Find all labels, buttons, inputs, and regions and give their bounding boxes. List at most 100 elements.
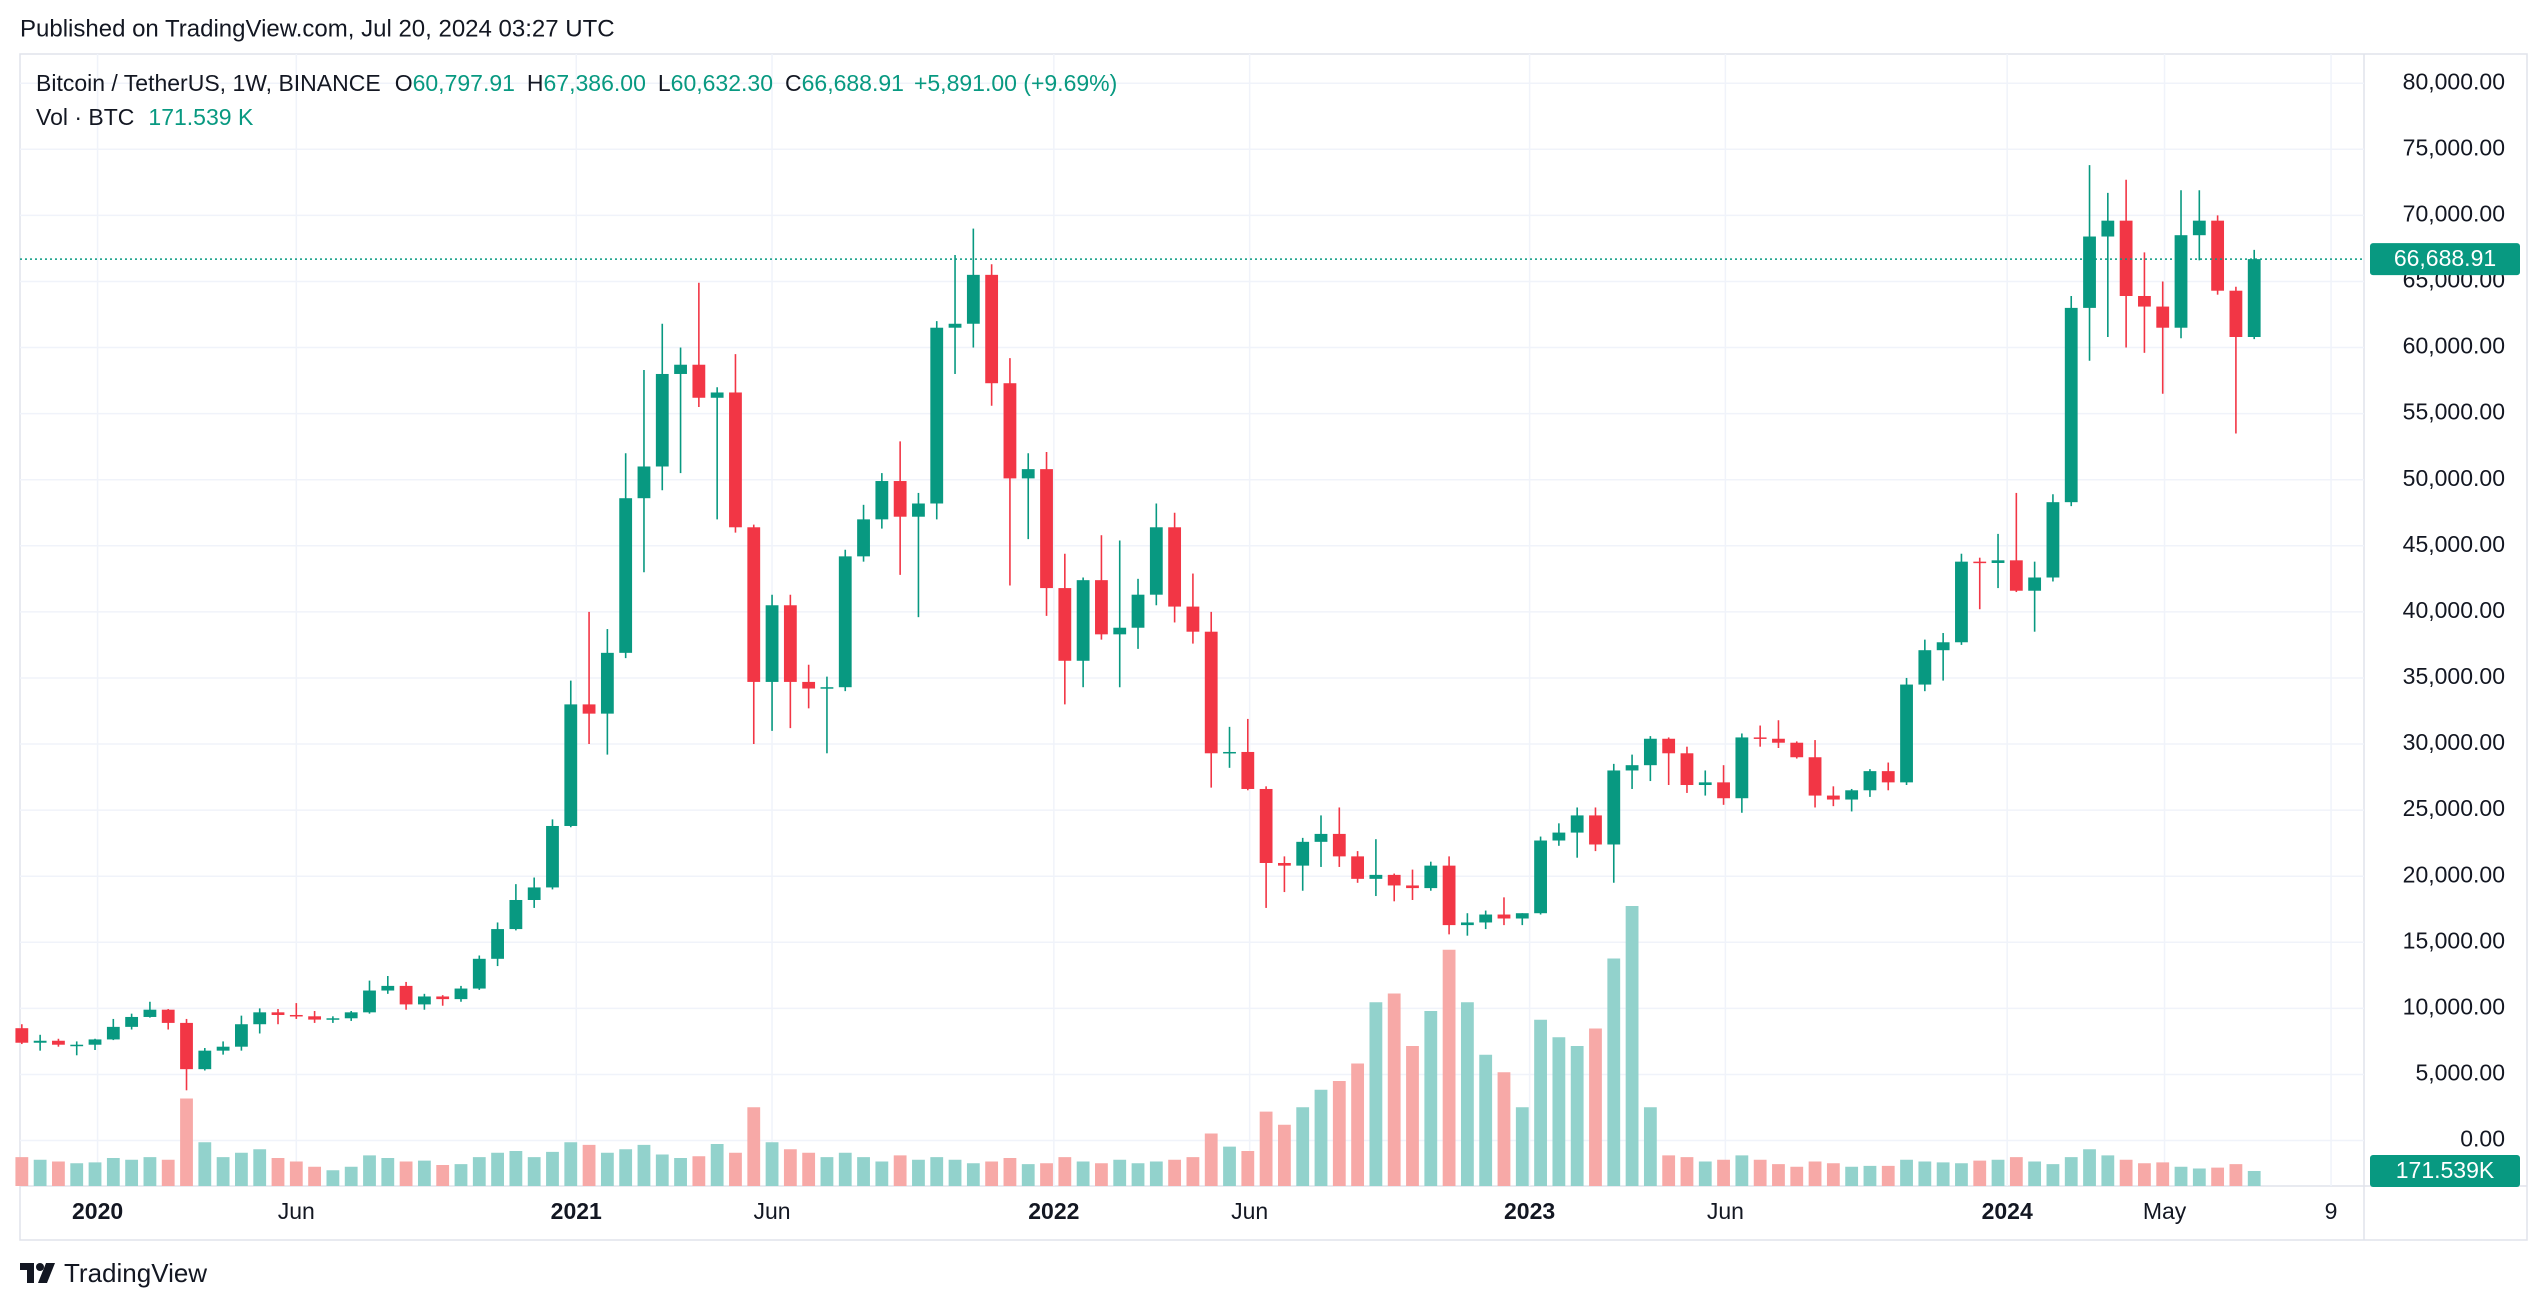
candle-body — [1973, 561, 1987, 564]
logo-mark — [36, 1263, 44, 1271]
candle-body — [125, 1016, 139, 1027]
y-tick-label: 20,000.00 — [2403, 861, 2505, 887]
candle-body — [436, 996, 450, 1000]
candle-body — [2028, 577, 2042, 591]
candle-body — [454, 988, 468, 1000]
volume-bar — [893, 1155, 907, 1186]
volume-bar — [363, 1155, 376, 1186]
candle-body — [289, 1014, 303, 1017]
volume-bar — [216, 1157, 230, 1186]
candle-body — [2229, 290, 2243, 337]
y-tick-label: 10,000.00 — [2403, 993, 2505, 1019]
candle-body — [1095, 580, 1108, 635]
candle-body — [747, 527, 761, 682]
volume-bar — [399, 1161, 413, 1186]
candle-body — [912, 503, 925, 517]
candle-body — [710, 392, 724, 398]
candle-body — [2211, 220, 2225, 291]
volume-bar — [582, 1144, 596, 1186]
volume-bar — [1021, 1164, 1035, 1186]
candle-body — [1369, 874, 1383, 879]
volume-bar — [1332, 1081, 1346, 1186]
candle-body — [399, 985, 413, 1005]
candle-body — [1460, 922, 1474, 926]
volume-bar — [1442, 949, 1456, 1186]
volume-bar — [1424, 1011, 1438, 1186]
y-tick-label: 0.00 — [2460, 1126, 2505, 1152]
volume-bar — [2064, 1157, 2078, 1186]
x-tick-label: 9 — [2325, 1198, 2338, 1224]
y-tick-label: 25,000.00 — [2403, 795, 2505, 821]
y-tick-label: 35,000.00 — [2403, 663, 2505, 689]
volume-bar — [1460, 1002, 1474, 1186]
chart-frame — [19, 53, 2528, 1241]
candle-body — [88, 1039, 102, 1045]
volume-title: Vol · BTC — [36, 104, 134, 130]
volume-bar — [2156, 1162, 2170, 1186]
candle-body — [363, 990, 376, 1013]
volume-bar — [1881, 1165, 1895, 1186]
candle-body — [472, 958, 486, 989]
candle-body — [637, 466, 651, 499]
volume-bar — [2174, 1166, 2188, 1186]
volume-bar — [912, 1159, 925, 1186]
volume-bar — [2138, 1163, 2151, 1186]
candle-body — [1643, 738, 1657, 766]
candle-body — [235, 1024, 248, 1047]
candle-body — [2046, 502, 2060, 578]
candle-body — [1845, 790, 1859, 800]
volume-bar — [52, 1161, 65, 1186]
volume-bar — [1918, 1161, 1932, 1186]
volume-bar — [143, 1157, 157, 1186]
candle-body — [1698, 782, 1712, 786]
candle-body — [600, 652, 614, 714]
candle-body — [765, 605, 779, 682]
volume-bar — [436, 1165, 450, 1186]
volume-bar — [454, 1164, 468, 1186]
brand-name: TradingView — [64, 1258, 207, 1288]
volume-bar — [1278, 1124, 1291, 1186]
volume-bar — [1735, 1155, 1749, 1186]
volume-box — [2370, 1154, 2520, 1187]
volume-bar — [1625, 906, 1639, 1186]
candle-body — [1149, 527, 1163, 595]
volume-bar — [2083, 1149, 2096, 1186]
candle-body — [2009, 560, 2023, 591]
candle-body — [930, 327, 944, 504]
volume-bar — [1479, 1054, 1493, 1186]
candle-body — [1278, 862, 1291, 866]
volume-bar — [235, 1152, 248, 1186]
candle-body — [417, 996, 431, 1005]
y-tick-label: 60,000.00 — [2403, 333, 2505, 359]
volume-bar — [472, 1157, 486, 1186]
candle-body — [253, 1012, 267, 1025]
candle-body — [2156, 306, 2170, 328]
volume-bar — [1845, 1166, 1859, 1186]
candle-body — [33, 1040, 47, 1043]
candle-body — [655, 373, 669, 467]
volume-bar — [802, 1152, 816, 1186]
volume-bar — [1241, 1151, 1255, 1186]
candle-body — [1497, 914, 1511, 919]
volume-bar — [161, 1159, 175, 1186]
candle-body — [838, 556, 852, 688]
legend-value: 67,386.00 — [544, 70, 646, 96]
volume-bar — [655, 1154, 669, 1186]
candle-body — [1332, 833, 1346, 857]
y-tick-label: 15,000.00 — [2403, 927, 2505, 953]
candle-body — [1753, 737, 1767, 739]
candle-body — [198, 1050, 212, 1070]
candle-body — [15, 1028, 29, 1043]
candle-body — [1296, 841, 1310, 866]
volume-bar — [2119, 1159, 2133, 1186]
volume-bar — [820, 1157, 834, 1186]
volume-bar — [1186, 1157, 1200, 1186]
candle-body — [1186, 606, 1200, 632]
y-tick-label: 50,000.00 — [2403, 465, 2505, 491]
candle-body — [564, 704, 578, 826]
candle-body — [1442, 865, 1456, 926]
candle-body — [1955, 561, 1968, 643]
volume-bar — [125, 1159, 139, 1186]
volume-bar — [70, 1163, 84, 1186]
